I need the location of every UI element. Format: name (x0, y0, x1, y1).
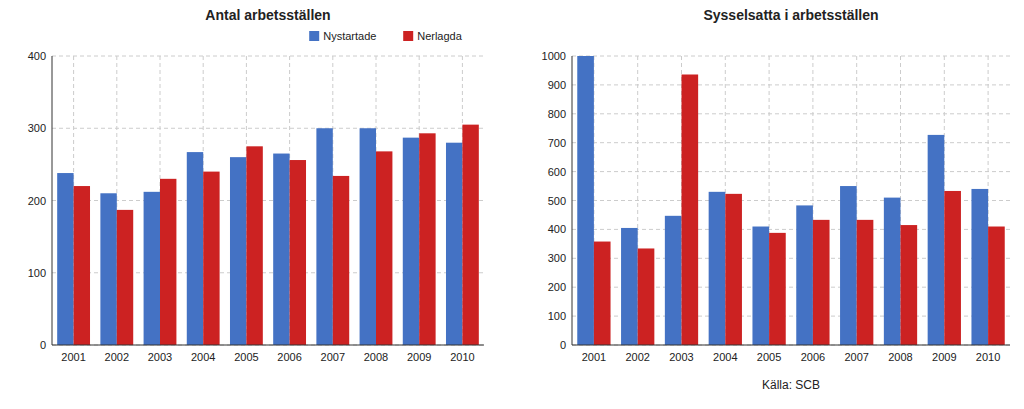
bar (725, 194, 742, 345)
y-tick-label: 100 (28, 267, 46, 279)
bar (709, 192, 726, 345)
bar (403, 138, 419, 345)
x-tick-label: 2001 (582, 351, 606, 363)
x-tick-label: 2007 (844, 351, 868, 363)
bar (246, 146, 262, 345)
y-tick-label: 0 (40, 339, 46, 351)
bar (769, 233, 786, 345)
x-axis-line (572, 345, 1010, 346)
x-tick-label: 2002 (105, 351, 129, 363)
bar (682, 74, 699, 345)
bar (971, 189, 988, 345)
x-tick-label: 2001 (61, 351, 85, 363)
x-tick-label: 2010 (450, 351, 474, 363)
y-tick-label: 1000 (542, 50, 566, 62)
grid-line-y (52, 345, 484, 346)
chart-title: Antal arbetsställen (205, 7, 330, 23)
bar (419, 133, 435, 345)
bar (117, 210, 133, 345)
y-tick-label: 400 (28, 50, 46, 62)
x-tick-label: 2003 (148, 351, 172, 363)
x-tick-label: 2005 (757, 351, 781, 363)
x-tick-label: 2009 (932, 351, 956, 363)
bar (638, 248, 655, 345)
y-tick-label: 300 (28, 122, 46, 134)
bar (74, 186, 90, 345)
bar (273, 154, 289, 345)
bar (316, 128, 332, 345)
legend-swatch (309, 31, 319, 41)
bar (928, 135, 945, 345)
bar (594, 242, 611, 345)
bar (160, 179, 176, 345)
bar (857, 220, 874, 345)
bar (621, 228, 638, 345)
bar (57, 173, 73, 345)
y-tick-label: 600 (548, 166, 566, 178)
y-tick-label: 800 (548, 108, 566, 120)
bar (752, 227, 769, 345)
bar (333, 176, 349, 345)
bar (290, 160, 306, 345)
bar (446, 143, 462, 345)
x-axis-line (52, 345, 484, 346)
bars (57, 125, 479, 345)
x-tick-label: 2010 (976, 351, 1000, 363)
x-tick-label: 2008 (888, 351, 912, 363)
bar (203, 172, 219, 345)
chart-panel: Antal arbetsställen 0 100 200 300 400 2001 2002… (28, 7, 484, 363)
grid-line-y (572, 345, 1010, 346)
bar (376, 151, 392, 345)
x-tick-label: 2004 (713, 351, 737, 363)
bar (577, 56, 594, 345)
bar (840, 186, 857, 345)
x-tick-label: 2005 (234, 351, 258, 363)
bar (796, 205, 813, 345)
bar (144, 192, 160, 345)
x-tick-label: 2002 (625, 351, 649, 363)
chart-panel: Sysselsatta i arbetsställen 0 100 200 300 400… (542, 7, 1010, 392)
x-tick-label: 2009 (407, 351, 431, 363)
bar (360, 128, 376, 345)
chart-figure: Antal arbetsställen010020030040020012002… (0, 0, 1024, 409)
y-tick-label: 400 (548, 223, 566, 235)
x-tick-label: 2006 (801, 351, 825, 363)
y-axis-line (52, 56, 53, 345)
legend-swatch (403, 31, 413, 41)
bar (988, 227, 1005, 345)
y-tick-label: 100 (548, 310, 566, 322)
chart-title: Sysselsatta i arbetsställen (703, 7, 878, 23)
bar (901, 225, 918, 345)
x-tick-label: 2003 (669, 351, 693, 363)
bars (577, 56, 1004, 345)
y-tick-label: 200 (548, 281, 566, 293)
bar (230, 157, 246, 345)
y-tick-label: 300 (548, 252, 566, 264)
bar (100, 193, 116, 345)
bar (884, 198, 901, 345)
bar (187, 152, 203, 345)
y-tick-label: 500 (548, 195, 566, 207)
y-tick-label: 900 (548, 79, 566, 91)
y-tick-label: 200 (28, 195, 46, 207)
legend: Nystartade Nerlagda (309, 30, 463, 42)
y-tick-label: 700 (548, 137, 566, 149)
x-tick-label: 2006 (277, 351, 301, 363)
y-axis-line (572, 56, 573, 345)
bar (813, 220, 830, 345)
annotation: Källa: SCB (762, 378, 820, 392)
x-tick-label: 2008 (364, 351, 388, 363)
bar (944, 191, 961, 345)
legend-label: Nerlagda (417, 30, 463, 42)
y-tick-label: 0 (560, 339, 566, 351)
x-tick-label: 2007 (321, 351, 345, 363)
legend-label: Nystartade (323, 30, 376, 42)
bar (665, 216, 682, 345)
x-tick-label: 2004 (191, 351, 215, 363)
bar (462, 125, 478, 345)
